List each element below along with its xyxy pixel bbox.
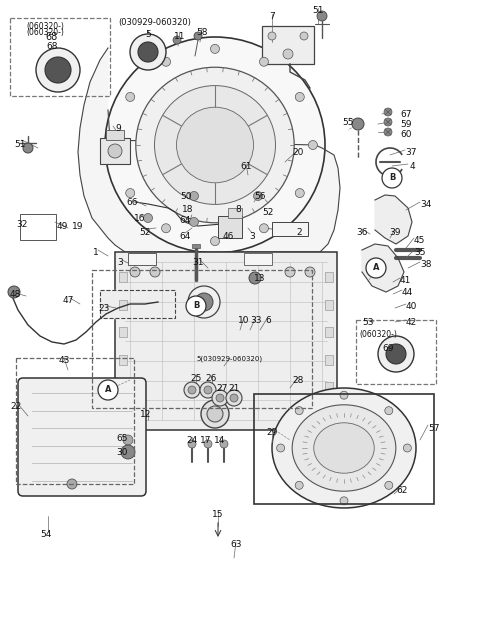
Bar <box>262 26 314 64</box>
Text: 37: 37 <box>405 148 417 157</box>
Text: 27: 27 <box>216 384 228 393</box>
Circle shape <box>144 214 153 223</box>
Circle shape <box>200 382 216 398</box>
Circle shape <box>188 386 196 394</box>
Circle shape <box>184 382 200 398</box>
Circle shape <box>194 32 202 40</box>
Circle shape <box>201 400 229 428</box>
Circle shape <box>67 479 77 489</box>
Text: 15: 15 <box>212 510 224 519</box>
Text: 6: 6 <box>265 316 271 325</box>
Circle shape <box>23 143 33 153</box>
Circle shape <box>285 267 295 277</box>
Circle shape <box>305 267 315 277</box>
Circle shape <box>207 406 223 422</box>
Text: 39: 39 <box>389 228 401 237</box>
Circle shape <box>36 48 80 92</box>
Text: 36: 36 <box>356 228 368 237</box>
Text: 53: 53 <box>362 318 374 327</box>
Circle shape <box>188 286 220 318</box>
Bar <box>325 272 333 282</box>
Circle shape <box>211 44 219 53</box>
Text: 7: 7 <box>269 12 275 21</box>
Circle shape <box>385 406 393 415</box>
Circle shape <box>308 141 317 150</box>
Text: 5: 5 <box>145 30 151 39</box>
Text: 31: 31 <box>192 258 204 267</box>
Polygon shape <box>78 48 340 252</box>
Polygon shape <box>375 195 412 244</box>
Text: 8: 8 <box>235 205 241 214</box>
Circle shape <box>126 92 135 101</box>
Text: 26: 26 <box>205 374 216 383</box>
Text: 66: 66 <box>126 198 138 207</box>
Circle shape <box>188 440 196 448</box>
Text: 28: 28 <box>292 376 304 385</box>
Text: 43: 43 <box>58 356 70 365</box>
Bar <box>128 253 156 265</box>
Circle shape <box>268 32 276 40</box>
Text: 14: 14 <box>214 436 226 445</box>
Ellipse shape <box>105 37 325 253</box>
Circle shape <box>226 390 242 406</box>
Polygon shape <box>100 290 175 318</box>
Text: 35: 35 <box>414 248 425 257</box>
Circle shape <box>204 386 212 394</box>
Circle shape <box>384 128 392 136</box>
Text: 54: 54 <box>40 530 52 539</box>
Text: 11: 11 <box>174 32 186 41</box>
Circle shape <box>126 189 135 198</box>
Text: 62: 62 <box>396 486 408 495</box>
Circle shape <box>384 118 392 126</box>
Bar <box>115 252 337 430</box>
Text: 20: 20 <box>292 148 304 157</box>
Text: 55: 55 <box>342 118 354 127</box>
Text: 1: 1 <box>93 248 99 257</box>
Text: 19: 19 <box>72 222 84 231</box>
Bar <box>356 320 436 384</box>
Text: 67: 67 <box>400 110 411 119</box>
Circle shape <box>283 49 293 59</box>
Ellipse shape <box>314 423 374 473</box>
Circle shape <box>138 42 158 62</box>
Circle shape <box>295 406 303 415</box>
Text: 38: 38 <box>420 260 432 269</box>
Text: 49: 49 <box>56 222 68 231</box>
Text: 18: 18 <box>182 205 194 214</box>
Circle shape <box>108 144 122 158</box>
Text: 23: 23 <box>98 304 110 313</box>
Text: 69: 69 <box>382 344 394 353</box>
Text: 58: 58 <box>196 28 208 37</box>
Bar <box>10 18 110 96</box>
Text: 51: 51 <box>312 6 324 15</box>
Text: 24: 24 <box>186 436 198 445</box>
Ellipse shape <box>155 86 276 204</box>
Circle shape <box>45 57 71 83</box>
Text: 9: 9 <box>115 124 121 133</box>
Bar <box>119 355 127 365</box>
Text: 51: 51 <box>14 140 26 149</box>
Bar <box>119 300 127 310</box>
Text: 50: 50 <box>180 192 192 201</box>
Circle shape <box>352 118 364 130</box>
Text: A: A <box>373 264 379 273</box>
Circle shape <box>340 497 348 505</box>
Text: 61: 61 <box>240 162 252 171</box>
Bar <box>325 355 333 365</box>
Circle shape <box>366 258 386 278</box>
Text: (060320-): (060320-) <box>359 330 397 339</box>
Circle shape <box>249 272 261 284</box>
Circle shape <box>317 11 327 21</box>
Text: 17: 17 <box>200 436 212 445</box>
Text: 12: 12 <box>140 410 152 419</box>
Circle shape <box>190 191 199 200</box>
Circle shape <box>8 286 20 298</box>
Text: (030929-060320): (030929-060320) <box>119 18 192 27</box>
Ellipse shape <box>136 67 294 223</box>
Text: 13: 13 <box>254 274 266 283</box>
Circle shape <box>204 440 212 448</box>
Circle shape <box>195 293 213 311</box>
Text: A: A <box>105 385 111 394</box>
Circle shape <box>123 435 133 445</box>
